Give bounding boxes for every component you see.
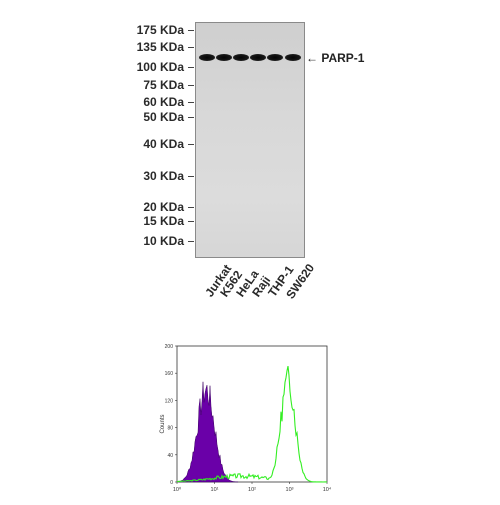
mw-marker-label: 15 KDa xyxy=(143,214,184,228)
mw-tick xyxy=(188,47,194,48)
y-tick-label: 120 xyxy=(165,398,174,404)
y-tick-label: 80 xyxy=(167,426,173,432)
y-tick-label: 40 xyxy=(167,453,173,459)
mw-tick xyxy=(188,102,194,103)
protein-band xyxy=(216,54,232,61)
control-filled-histogram xyxy=(178,381,239,483)
mw-tick xyxy=(188,117,194,118)
protein-band xyxy=(233,54,249,61)
mw-marker-label: 75 KDa xyxy=(143,78,184,92)
protein-band xyxy=(285,54,301,61)
mw-tick xyxy=(188,67,194,68)
y-axis-ticks: 0 40 80 120 160 200 xyxy=(165,344,177,486)
x-axis-ticks: 10⁰ 10¹ 10² 10³ 10⁴ xyxy=(173,482,332,493)
flow-histogram-svg: 0 40 80 120 160 200 10⁰ 10¹ 10² 10³ 10⁴ Counts xyxy=(160,344,332,493)
band-annotation: ← PARP-1 xyxy=(306,51,364,65)
left-arrow-icon: ← xyxy=(306,51,318,65)
x-tick-label: 10¹ xyxy=(211,487,219,493)
flow-cytometry-histogram: 0 40 80 120 160 200 10⁰ 10¹ 10² 10³ 10⁴ Counts xyxy=(150,338,340,500)
mw-tick xyxy=(188,241,194,242)
band-label: PARP-1 xyxy=(321,51,365,65)
y-tick-label: 200 xyxy=(165,344,174,350)
y-tick-label: 0 xyxy=(170,480,173,486)
mw-marker-label: 10 KDa xyxy=(143,234,184,248)
x-tick-label: 10³ xyxy=(286,487,294,493)
y-axis-label: Counts xyxy=(160,414,166,433)
y-tick-label: 160 xyxy=(165,371,174,377)
x-tick-label: 10² xyxy=(248,487,256,493)
mw-marker-label: 50 KDa xyxy=(143,110,184,124)
mw-tick xyxy=(188,207,194,208)
mw-tick xyxy=(188,176,194,177)
mw-marker-label: 20 KDa xyxy=(143,200,184,214)
mw-marker-label: 175 KDa xyxy=(136,23,184,37)
mw-marker-label: 60 KDa xyxy=(143,95,184,109)
stained-line-histogram xyxy=(177,365,328,483)
mw-tick xyxy=(188,144,194,145)
mw-tick xyxy=(188,85,194,86)
x-tick-label: 10⁴ xyxy=(323,486,332,493)
mw-tick xyxy=(188,30,194,31)
blot-membrane xyxy=(195,22,305,258)
mw-marker-label: 100 KDa xyxy=(136,60,184,74)
mw-tick xyxy=(188,221,194,222)
protein-band xyxy=(267,54,283,61)
mw-marker-label: 40 KDa xyxy=(143,137,184,151)
mw-marker-label: 30 KDa xyxy=(143,169,184,183)
x-tick-label: 10⁰ xyxy=(173,486,182,493)
mw-marker-label: 135 KDa xyxy=(136,40,184,54)
protein-band xyxy=(250,54,266,61)
western-blot-panel: 175 KDa 135 KDa 100 KDa 75 KDa 60 KDa 50 KDa 4… xyxy=(136,22,364,301)
protein-band xyxy=(199,54,215,61)
